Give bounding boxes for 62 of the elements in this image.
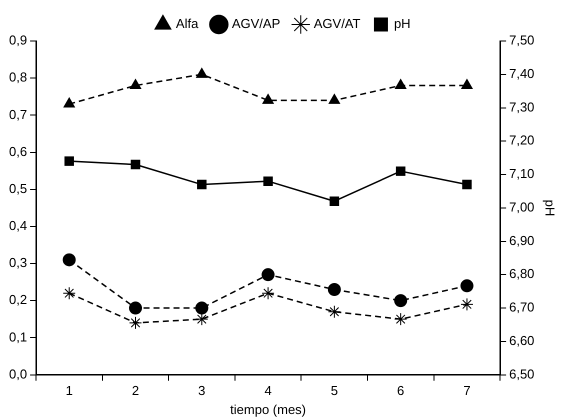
y-tick-label: 0,8	[8, 70, 28, 85]
y-tick-label: 0,7	[8, 106, 28, 122]
point	[129, 316, 142, 330]
point	[197, 180, 207, 190]
point	[64, 98, 75, 108]
point	[328, 305, 341, 318]
y-tick-label: 0,9	[8, 32, 28, 48]
x-tick-label: 5	[330, 383, 338, 398]
legend-label: pH	[394, 16, 411, 32]
y2-tick-label: 7,20	[509, 132, 534, 148]
point	[330, 196, 340, 206]
y-tick-label: 0,2	[8, 292, 28, 308]
point	[396, 166, 406, 176]
x-tick-label: 4	[264, 383, 272, 398]
point	[462, 180, 472, 190]
point	[195, 312, 208, 326]
point	[461, 79, 473, 90]
point	[460, 298, 474, 311]
point	[328, 94, 340, 104]
y2-tick-label: 7,40	[509, 66, 534, 81]
point	[130, 79, 142, 90]
y2-axis-title: pH	[542, 200, 558, 216]
x-tick-label: 3	[198, 383, 206, 398]
point	[62, 286, 76, 300]
y-tick-label: 0,1	[8, 329, 28, 344]
point	[262, 286, 275, 300]
y2-tick-label: 7,10	[509, 166, 534, 182]
point	[394, 312, 408, 326]
y-tick-label: 0,5	[8, 180, 28, 196]
point	[62, 253, 76, 266]
x-tick-label: 1	[66, 383, 73, 398]
y-tick-label: 0,0	[8, 366, 28, 382]
point	[195, 302, 208, 315]
y-tick-label: 0,3	[8, 255, 28, 270]
point	[64, 156, 74, 166]
point	[394, 79, 406, 90]
x-tick-label: 7	[463, 383, 471, 398]
y2-tick-label: 6,60	[509, 333, 534, 348]
y2-tick-label: 7,50	[509, 32, 534, 48]
point	[196, 68, 208, 78]
point	[262, 268, 275, 282]
legend-label: AGV/AT	[314, 16, 361, 32]
y2-tick-label: 6,80	[509, 266, 534, 282]
point	[394, 294, 408, 308]
x-tick-label: 6	[397, 383, 404, 398]
y2-tick-label: 6,70	[509, 300, 534, 315]
point	[129, 302, 142, 315]
y2-tick-label: 6,90	[509, 232, 534, 248]
point	[130, 160, 140, 170]
point	[328, 282, 341, 296]
y2-tick-label: 7,30	[509, 99, 534, 114]
y-tick-label: 0,6	[8, 144, 28, 159]
point	[460, 279, 474, 292]
point	[263, 176, 273, 186]
legend-label: AGV/AP	[232, 16, 280, 32]
y2-tick-label: 7,00	[509, 199, 534, 214]
legend-label: Alfa	[176, 16, 200, 32]
point	[262, 94, 274, 104]
x-axis-title: tiempo (mes)	[230, 402, 306, 417]
x-tick-label: 2	[132, 383, 140, 398]
y2-tick-label: 6,50	[509, 366, 534, 382]
y-tick-label: 0,4	[8, 218, 28, 234]
